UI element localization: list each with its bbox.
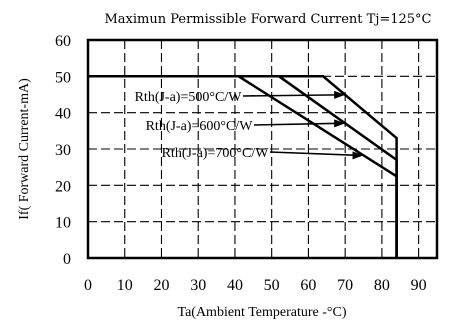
series-label-3: Rth(J-a)=700°C/W <box>162 146 270 161</box>
series-group <box>88 75 398 258</box>
y-tick-label: 0 <box>63 251 71 268</box>
series-arrow-head-3 <box>352 151 364 160</box>
x-tick-label: 60 <box>300 277 316 294</box>
series-arrow-head-2 <box>334 119 346 128</box>
x-tick-label: 40 <box>227 277 243 294</box>
plot-frame <box>86 38 439 260</box>
chart-title: Maximun Permissible Forward Current Tj=1… <box>104 12 431 27</box>
series-label-1: Rth(J-a)=500°C/W <box>135 90 243 105</box>
x-tick-label: 90 <box>411 277 427 294</box>
y-tick-label: 60 <box>55 33 71 50</box>
series-line-3 <box>88 75 398 258</box>
y-axis-label: If( Forward Current-mA) <box>17 78 32 220</box>
series-arrow-line-2 <box>253 122 340 126</box>
series-arrow-head-1 <box>334 90 346 99</box>
y-tick-label: 30 <box>55 142 71 159</box>
x-tick-label: 70 <box>337 277 353 294</box>
x-tick-label: 20 <box>153 277 169 294</box>
series-arrow-line-1 <box>242 94 340 97</box>
x-tick-label: 10 <box>117 277 133 294</box>
y-tick-label: 40 <box>55 106 71 123</box>
y-tick-label: 50 <box>55 69 71 86</box>
x-axis-label: Ta(Ambient Temperature -°C) <box>178 305 347 320</box>
y-tick-label: 20 <box>55 178 71 195</box>
x-tick-label: 0 <box>84 277 92 294</box>
y-tick-label: 10 <box>55 215 71 232</box>
series-arrow-line-3 <box>269 151 358 157</box>
series-label-2: Rth(J-a)=600°C/W <box>146 119 254 134</box>
x-tick-label: 30 <box>190 277 206 294</box>
x-tick-label: 80 <box>374 277 390 294</box>
tick-labels: 0 10 20 30 40 50 60 70 80 90 0 10 20 30 40 50 60 <box>55 33 427 294</box>
annotations: Rth(J-a)=500°C/W Rth(J-a)=600°C/W Rth(J-a)… <box>135 90 364 161</box>
x-tick-label: 50 <box>264 277 280 294</box>
